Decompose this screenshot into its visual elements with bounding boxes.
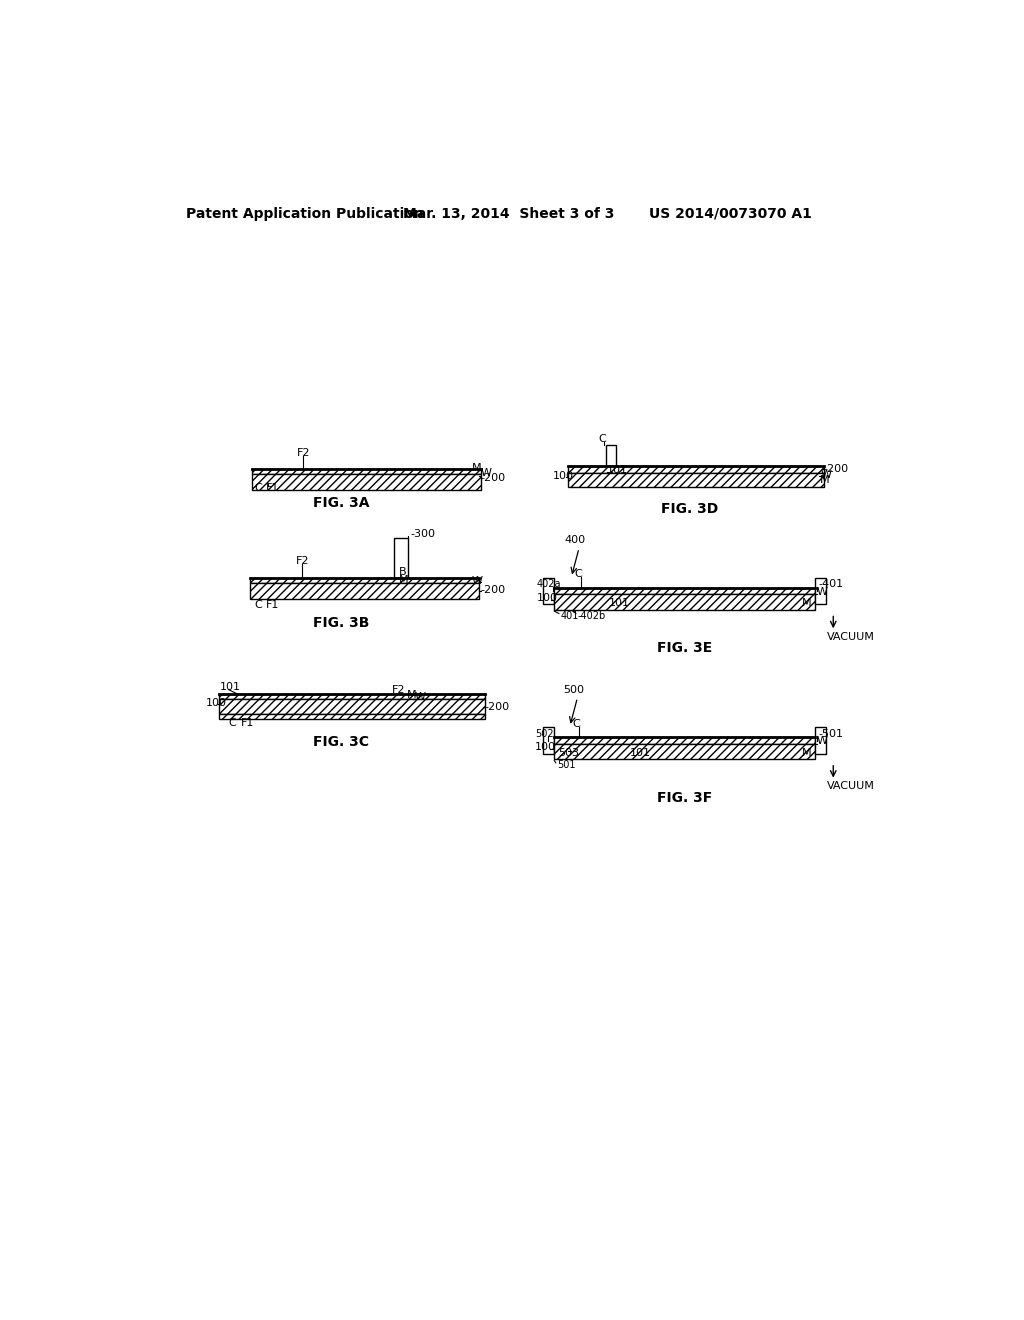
Text: 101: 101 bbox=[630, 748, 651, 758]
Text: 500: 500 bbox=[563, 685, 584, 694]
Text: FIG. 3F: FIG. 3F bbox=[656, 791, 712, 804]
Text: W: W bbox=[415, 693, 426, 702]
Text: F2: F2 bbox=[297, 449, 310, 458]
Bar bbox=[219, 700, 484, 714]
Text: W: W bbox=[821, 470, 831, 480]
Bar bbox=[219, 693, 484, 700]
Bar bbox=[554, 738, 815, 743]
Text: FIG. 3A: FIG. 3A bbox=[313, 496, 370, 511]
Text: 400: 400 bbox=[564, 536, 586, 545]
Text: 402a: 402a bbox=[537, 579, 561, 589]
Text: 101: 101 bbox=[608, 598, 630, 609]
Text: W: W bbox=[472, 576, 483, 586]
Text: 503: 503 bbox=[558, 748, 580, 758]
Text: M: M bbox=[820, 475, 829, 486]
Text: -501: -501 bbox=[818, 729, 844, 739]
Bar bbox=[251, 578, 479, 583]
Text: 502: 502 bbox=[535, 729, 554, 739]
Bar bbox=[568, 474, 824, 487]
Bar bbox=[815, 727, 825, 754]
Text: F1: F1 bbox=[241, 718, 254, 727]
Text: 100: 100 bbox=[553, 471, 573, 480]
Text: -200: -200 bbox=[484, 702, 510, 711]
Text: W: W bbox=[817, 737, 828, 746]
Text: C: C bbox=[254, 601, 262, 610]
Text: C: C bbox=[574, 569, 583, 579]
Text: -200: -200 bbox=[823, 463, 848, 474]
Text: 100: 100 bbox=[206, 698, 226, 708]
Text: W: W bbox=[817, 587, 828, 597]
Text: C: C bbox=[254, 483, 262, 492]
Text: VACUUM: VACUUM bbox=[827, 631, 874, 642]
Bar bbox=[219, 714, 484, 719]
Text: F2: F2 bbox=[295, 556, 309, 566]
Bar bbox=[544, 727, 554, 754]
Bar bbox=[252, 474, 480, 490]
Text: -402b: -402b bbox=[578, 611, 606, 620]
Bar bbox=[251, 583, 479, 599]
Text: M: M bbox=[399, 574, 409, 585]
Text: -200: -200 bbox=[480, 473, 506, 483]
Text: US 2014/0073070 A1: US 2014/0073070 A1 bbox=[649, 207, 812, 220]
Text: M: M bbox=[802, 748, 812, 758]
Bar bbox=[544, 578, 554, 605]
Text: VACUUM: VACUUM bbox=[827, 781, 874, 791]
Bar bbox=[606, 445, 616, 466]
Bar bbox=[554, 743, 815, 759]
Text: 501: 501 bbox=[557, 760, 575, 770]
Text: FIG. 3C: FIG. 3C bbox=[313, 735, 369, 748]
Bar bbox=[568, 466, 824, 474]
Text: F2: F2 bbox=[391, 685, 406, 694]
Text: 100: 100 bbox=[535, 742, 556, 752]
Text: M: M bbox=[407, 690, 417, 700]
Text: F1: F1 bbox=[266, 601, 280, 610]
Text: M: M bbox=[472, 463, 481, 473]
Text: M: M bbox=[802, 598, 812, 609]
Text: -300: -300 bbox=[411, 529, 436, 539]
Text: 101: 101 bbox=[607, 465, 628, 475]
Text: Patent Application Publication: Patent Application Publication bbox=[186, 207, 424, 220]
Text: C: C bbox=[598, 434, 606, 444]
Bar bbox=[815, 578, 825, 605]
Bar bbox=[554, 594, 815, 610]
Text: 100: 100 bbox=[538, 593, 558, 603]
Text: 401: 401 bbox=[560, 611, 579, 620]
Text: W: W bbox=[480, 467, 492, 478]
Text: Mar. 13, 2014  Sheet 3 of 3: Mar. 13, 2014 Sheet 3 of 3 bbox=[403, 207, 614, 220]
Text: 101: 101 bbox=[219, 682, 241, 693]
Text: B: B bbox=[399, 566, 407, 577]
Text: C: C bbox=[228, 718, 237, 727]
Text: FIG. 3B: FIG. 3B bbox=[313, 616, 370, 631]
Text: -200: -200 bbox=[480, 585, 506, 594]
Text: FIG. 3E: FIG. 3E bbox=[656, 642, 712, 655]
Bar bbox=[252, 469, 480, 474]
Text: C: C bbox=[572, 718, 581, 729]
Bar bbox=[394, 539, 408, 578]
Text: FIG. 3D: FIG. 3D bbox=[662, 502, 719, 516]
Text: -401: -401 bbox=[818, 579, 844, 589]
Text: F1: F1 bbox=[266, 483, 280, 492]
Bar bbox=[554, 589, 815, 594]
